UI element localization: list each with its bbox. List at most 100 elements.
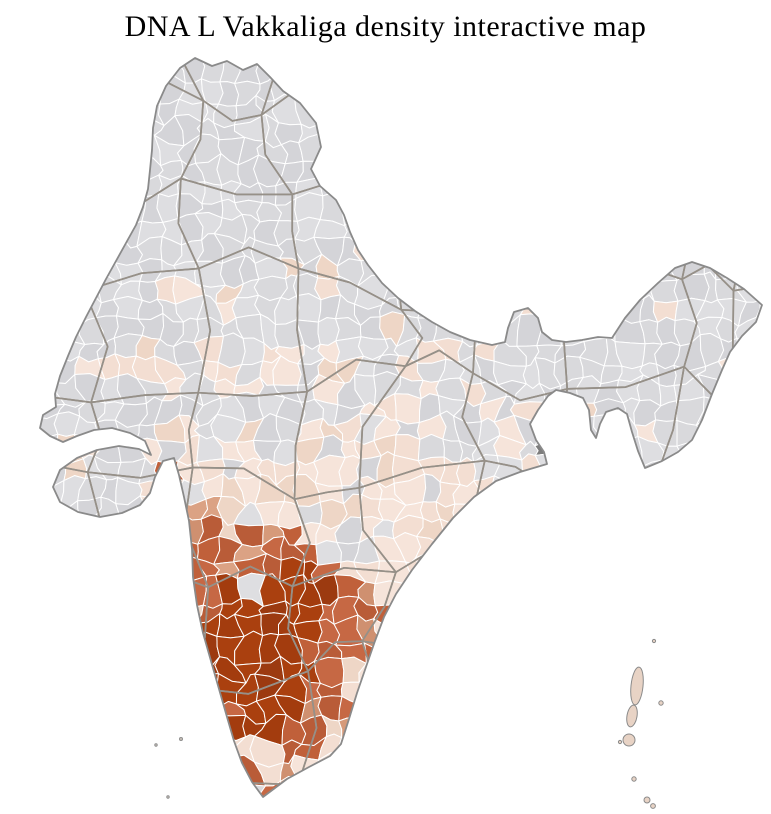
district-cell[interactable] xyxy=(493,53,520,84)
district-cell[interactable] xyxy=(556,214,587,248)
district-cell[interactable] xyxy=(713,516,741,544)
district-cell[interactable] xyxy=(473,155,497,187)
district-cell[interactable] xyxy=(16,259,46,287)
district-cell[interactable] xyxy=(653,778,685,804)
district-cell[interactable] xyxy=(574,700,607,726)
district-cell[interactable] xyxy=(55,242,83,260)
district-cell[interactable] xyxy=(654,651,680,687)
district-cell[interactable] xyxy=(0,116,25,148)
district-cell[interactable] xyxy=(437,551,460,585)
district-cell[interactable] xyxy=(0,722,21,739)
district-cell[interactable] xyxy=(14,338,46,365)
district-cell[interactable] xyxy=(0,456,20,484)
district-cell[interactable] xyxy=(581,292,602,323)
district-cell[interactable] xyxy=(35,215,59,244)
district-cell[interactable] xyxy=(653,114,686,146)
district-cell[interactable] xyxy=(635,475,663,506)
district-cell[interactable] xyxy=(135,574,166,605)
district-cell[interactable] xyxy=(555,77,590,105)
district-cell[interactable] xyxy=(17,596,47,629)
district-cell[interactable] xyxy=(556,782,587,803)
district-cell[interactable] xyxy=(754,453,771,486)
district-cell[interactable] xyxy=(734,175,763,207)
district-cell[interactable] xyxy=(615,57,644,87)
district-cell[interactable] xyxy=(722,483,745,504)
district-cell[interactable] xyxy=(616,753,644,784)
district-cell[interactable] xyxy=(556,754,581,787)
district-cell[interactable] xyxy=(190,714,227,738)
district-cell[interactable] xyxy=(0,103,26,116)
district-cell[interactable] xyxy=(21,573,42,600)
district-cell[interactable] xyxy=(75,743,99,766)
district-cell[interactable] xyxy=(560,257,588,281)
district-cell[interactable] xyxy=(733,598,764,624)
district-cell[interactable] xyxy=(82,655,104,684)
district-cell[interactable] xyxy=(120,643,146,664)
district-cell[interactable] xyxy=(219,795,246,814)
district-cell[interactable] xyxy=(696,193,726,225)
district-cell[interactable] xyxy=(582,77,605,104)
district-cell[interactable] xyxy=(395,250,421,285)
district-cell[interactable] xyxy=(238,798,265,814)
district-cell[interactable] xyxy=(555,98,584,119)
district-cell[interactable] xyxy=(19,677,38,698)
district-cell[interactable] xyxy=(56,93,83,121)
district-cell[interactable] xyxy=(457,697,480,726)
district-cell[interactable] xyxy=(93,516,119,543)
district-cell[interactable] xyxy=(41,238,62,261)
district-cell[interactable] xyxy=(519,513,544,542)
district-cell[interactable] xyxy=(174,779,203,803)
district-cell[interactable] xyxy=(480,515,505,545)
district-cell[interactable] xyxy=(756,337,771,361)
district-cell[interactable] xyxy=(131,794,162,814)
district-cell[interactable] xyxy=(573,492,603,521)
district-cell[interactable] xyxy=(641,692,665,728)
district-cell[interactable] xyxy=(58,74,86,97)
district-cell[interactable] xyxy=(135,593,161,627)
district-cell[interactable] xyxy=(437,161,465,185)
district-cell[interactable] xyxy=(453,54,482,88)
district-cell[interactable] xyxy=(757,598,771,625)
district-cell[interactable] xyxy=(42,181,63,198)
district-cell[interactable] xyxy=(676,420,706,447)
district-cell[interactable] xyxy=(635,500,667,520)
district-cell[interactable] xyxy=(693,798,725,814)
district-cell[interactable] xyxy=(354,694,384,724)
district-cell[interactable] xyxy=(213,756,243,787)
district-cell[interactable] xyxy=(79,760,101,786)
district-cell[interactable] xyxy=(393,634,423,664)
district-cell[interactable] xyxy=(453,553,478,589)
district-cell[interactable] xyxy=(714,214,742,245)
district-cell[interactable] xyxy=(315,794,345,814)
district-cell[interactable] xyxy=(519,119,547,146)
district-cell[interactable] xyxy=(441,76,463,100)
district-cell[interactable] xyxy=(354,195,385,221)
district-cell[interactable] xyxy=(594,790,625,814)
district-cell[interactable] xyxy=(1,356,27,385)
district-cell[interactable] xyxy=(615,77,644,107)
district-cell[interactable] xyxy=(359,162,380,187)
district-cell[interactable] xyxy=(323,155,343,180)
district-cell[interactable] xyxy=(720,764,747,787)
district-cell[interactable] xyxy=(636,54,661,79)
district-cell[interactable] xyxy=(455,143,481,166)
district-cell[interactable] xyxy=(131,733,164,766)
district-cell[interactable] xyxy=(381,254,401,279)
district-cell[interactable] xyxy=(177,673,208,702)
district-cell[interactable] xyxy=(535,757,565,786)
district-cell[interactable] xyxy=(617,484,642,502)
district-cell[interactable] xyxy=(694,679,729,707)
district-cell[interactable] xyxy=(102,54,127,87)
district-cell[interactable] xyxy=(97,714,127,747)
district-cell[interactable] xyxy=(176,619,197,647)
district-cell[interactable] xyxy=(16,276,46,305)
district-cell[interactable] xyxy=(680,79,704,107)
district-cell[interactable] xyxy=(294,74,321,99)
district-cell[interactable] xyxy=(599,593,625,627)
district-cell[interactable] xyxy=(595,219,622,246)
district-cell[interactable] xyxy=(76,537,107,567)
district-cell[interactable] xyxy=(556,460,584,487)
district-cell[interactable] xyxy=(514,275,544,300)
district-cell[interactable] xyxy=(673,581,704,606)
district-cell[interactable] xyxy=(654,801,682,814)
